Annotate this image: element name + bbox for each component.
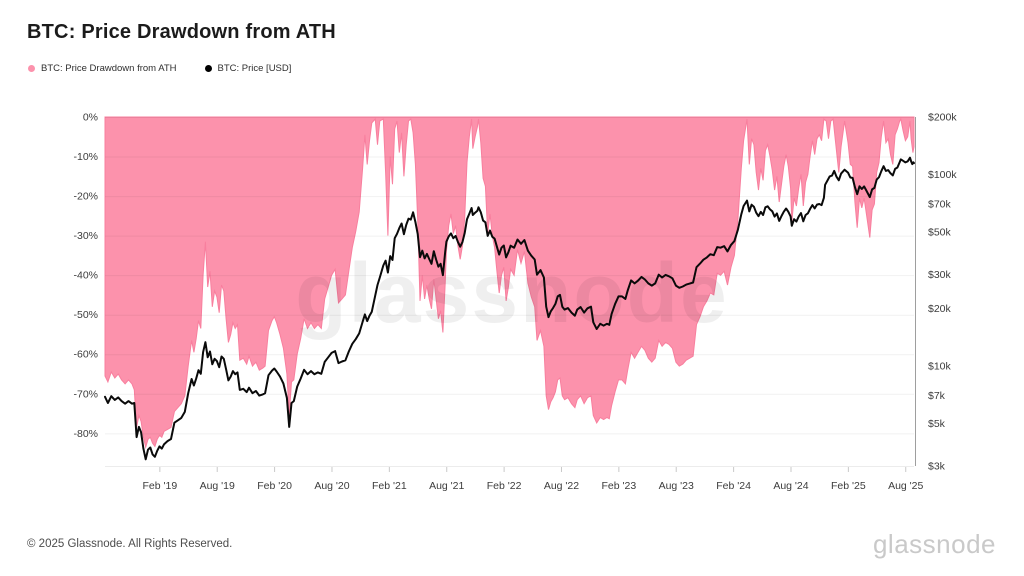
y-left-tick-label: -30% (73, 230, 98, 242)
x-tick-label: Feb '23 (602, 480, 637, 492)
y-right-tick-label: $5k (928, 418, 946, 430)
x-tick-label: Aug '19 (200, 480, 235, 492)
y-left-tick-label: -70% (73, 388, 98, 400)
x-tick-label: Aug '20 (314, 480, 349, 492)
x-tick-label: Feb '24 (716, 480, 751, 492)
y-left-tick-label: -20% (73, 191, 98, 203)
y-left-tick-label: -40% (73, 270, 98, 282)
legend-item-drawdown[interactable]: BTC: Price Drawdown from ATH (28, 63, 177, 74)
legend-item-price[interactable]: BTC: Price [USD] (204, 63, 292, 74)
y-right-tick-label: $20k (928, 303, 952, 315)
legend-label-price: BTC: Price [USD] (217, 63, 292, 74)
copyright-text: © 2025 Glassnode. All Rights Reserved. (27, 538, 233, 550)
x-tick-label: Aug '23 (659, 480, 694, 492)
y-right-tick-labels: $200k $100k $70k $50k $30k $20k $10k $7k $5k $3k (928, 112, 957, 473)
y-left-tick-label: -60% (73, 349, 98, 361)
y-right-tick-label: $10k (928, 360, 952, 372)
drawdown-area-series (104, 116, 915, 450)
x-tick-label: Aug '24 (773, 480, 808, 492)
x-tick-label: Feb '22 (487, 480, 522, 492)
gridlines (105, 117, 914, 435)
page-title: BTC: Price Drawdown from ATH (27, 21, 336, 43)
x-tick-label: Aug '25 (888, 480, 923, 492)
y-right-tick-label: $70k (928, 199, 952, 211)
legend-label-drawdown: BTC: Price Drawdown from ATH (41, 63, 177, 74)
legend: BTC: Price Drawdown from ATH BTC: Price … (28, 63, 291, 74)
y-right-tick-label: $7k (928, 390, 946, 402)
x-tick-label: Feb '21 (372, 480, 407, 492)
x-tick-label: Aug '22 (544, 480, 579, 492)
y-right-tick-label: $3k (928, 461, 946, 473)
x-tick-label: Feb '25 (831, 480, 866, 492)
glassnode-logo: glassnode (872, 529, 996, 559)
y-left-tick-labels: 0% -10% -20% -30% -40% -50% -60% -70% -80% (73, 112, 98, 440)
y-right-tick-label: $100k (928, 169, 957, 181)
price-line-series (104, 156, 915, 461)
x-tick-label: Feb '20 (257, 480, 292, 492)
drawdown-series-swatch (28, 65, 35, 72)
x-tick-label: Feb '19 (142, 480, 177, 492)
y-right-tick-label: $50k (928, 227, 952, 239)
x-tick-label: Aug '21 (429, 480, 464, 492)
y-left-tick-label: 0% (83, 112, 98, 124)
y-left-tick-label: -10% (73, 151, 98, 163)
x-tick-labels: Feb '19 Aug '19 Feb '20 Aug '20 Feb '21 Aug '… (142, 467, 924, 492)
y-left-tick-label: -50% (73, 309, 98, 321)
y-right-tick-label: $200k (928, 112, 957, 124)
y-right-tick-label: $30k (928, 269, 952, 281)
y-left-tick-label: -80% (73, 428, 98, 440)
watermark-text: glassnode (295, 246, 728, 340)
price-series-swatch (204, 65, 212, 72)
